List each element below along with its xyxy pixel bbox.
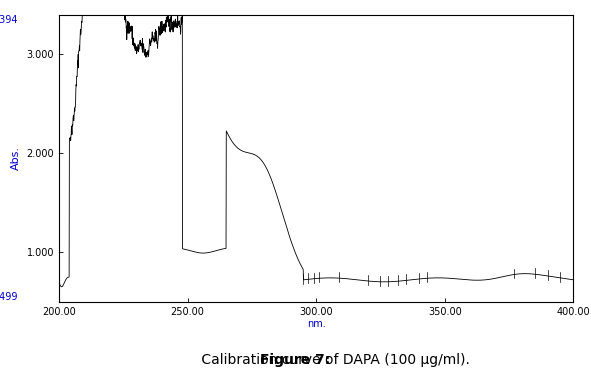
Text: Figure 7:: Figure 7: (261, 353, 330, 367)
Text: 0.499: 0.499 (0, 292, 18, 302)
Text: Calibration curve of DAPA (100 μg/ml).: Calibration curve of DAPA (100 μg/ml). (197, 353, 470, 367)
Text: 3.394: 3.394 (0, 15, 18, 25)
X-axis label: nm.: nm. (307, 319, 326, 329)
Y-axis label: Abs.: Abs. (11, 146, 21, 170)
